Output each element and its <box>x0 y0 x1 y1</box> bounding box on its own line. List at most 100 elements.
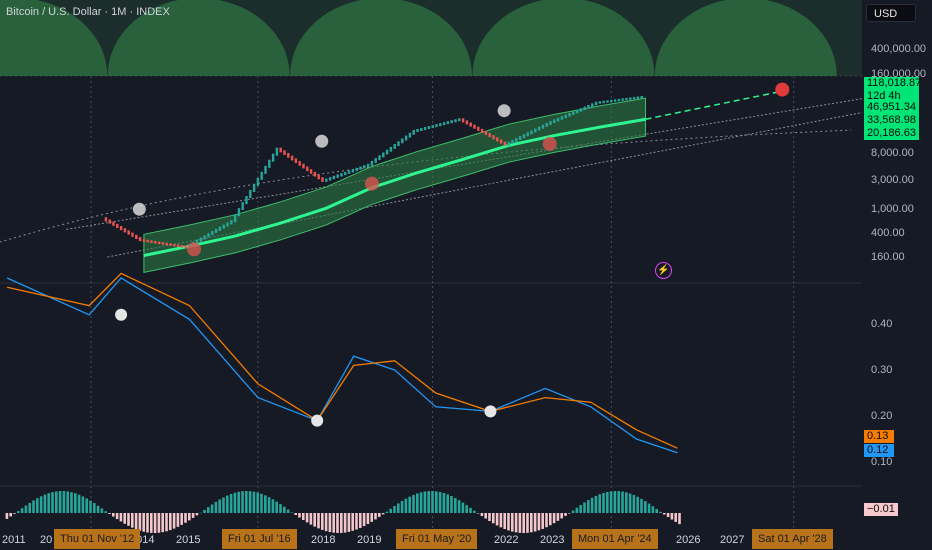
price-candle <box>325 178 328 182</box>
histogram-bar <box>332 513 335 533</box>
price-candle <box>499 139 503 144</box>
histogram-bar <box>313 513 316 527</box>
time-label: 2022 <box>494 534 519 546</box>
histogram-bar <box>461 502 465 513</box>
price-candle <box>427 126 431 130</box>
oscillator-cross-marker <box>115 308 128 321</box>
oscillator-cross-marker <box>311 414 324 427</box>
time-highlight: Fri 01 Jul '16 <box>222 529 297 549</box>
osc-tick: 0.40 <box>871 318 893 330</box>
price-candle <box>613 99 617 102</box>
price-candle <box>492 135 495 140</box>
price-candle <box>477 126 480 131</box>
histogram-bar <box>206 507 210 513</box>
price-candle <box>446 121 450 125</box>
price-candle <box>138 237 142 242</box>
histogram-bar <box>191 513 195 518</box>
price-candle <box>340 173 343 177</box>
histogram-bar <box>237 491 240 513</box>
price-candle <box>154 240 157 244</box>
histogram-bar <box>123 513 126 524</box>
histogram-bar <box>586 500 590 513</box>
price-tick: 400,000.00 <box>871 43 927 55</box>
histogram-bar <box>636 496 639 513</box>
histogram-bar <box>195 513 199 516</box>
histogram-bar <box>510 513 514 532</box>
price-candle <box>287 153 290 158</box>
histogram-bar <box>222 497 225 513</box>
price-candle <box>355 167 358 172</box>
price-candle <box>431 125 434 129</box>
histogram-bar <box>567 513 571 514</box>
price-candle <box>169 243 172 246</box>
price-candle <box>203 235 206 240</box>
histogram-bar <box>301 513 305 521</box>
histogram-bar <box>370 513 373 522</box>
cycle-dome <box>107 0 290 76</box>
histogram-bar <box>32 500 35 513</box>
histogram-bar <box>666 513 670 518</box>
histogram-bar <box>347 513 351 532</box>
histogram-bar <box>434 491 438 513</box>
histogram-bar <box>605 491 609 513</box>
price-candle <box>549 121 552 125</box>
histogram-bar <box>218 499 221 513</box>
histogram-bar <box>613 491 617 513</box>
price-tick: 3,000.00 <box>871 174 914 186</box>
price-candle <box>378 155 381 161</box>
histogram-bar <box>499 513 503 528</box>
cycle-top-marker <box>497 104 511 118</box>
price-candle <box>264 165 267 174</box>
flash-alert-icon[interactable]: ⚡ <box>655 262 672 279</box>
histogram-bar <box>423 491 427 513</box>
currency-button[interactable]: USD <box>866 4 916 22</box>
price-candle <box>439 123 442 127</box>
price-candle <box>218 226 222 231</box>
price-candle <box>621 98 624 101</box>
price-candle <box>469 122 472 127</box>
histogram-bar <box>617 491 620 513</box>
price-candle <box>142 239 146 242</box>
price-candle <box>572 111 575 115</box>
cycle-bottom-marker <box>364 176 379 191</box>
histogram-bar <box>184 513 187 523</box>
time-highlight: Sat 01 Apr '28 <box>752 529 833 549</box>
histogram-bar <box>324 513 328 532</box>
histogram-bar <box>488 513 491 521</box>
time-label: 2026 <box>676 534 701 546</box>
histogram-bar <box>469 507 472 513</box>
price-candle <box>123 228 127 233</box>
cycle-bottom-marker <box>542 136 557 151</box>
price-candle <box>245 196 248 205</box>
price-candle <box>503 141 507 146</box>
histogram-bar <box>317 513 320 529</box>
histogram-bar <box>598 494 601 513</box>
cycle-dome <box>654 0 837 76</box>
histogram-bar <box>541 513 544 529</box>
price-candle <box>252 183 256 192</box>
time-label: 2011 <box>2 534 26 546</box>
histogram-bar <box>472 510 476 513</box>
histogram-bar <box>168 513 172 531</box>
histogram-bar <box>85 498 88 513</box>
price-candle <box>351 169 355 173</box>
histogram-bar <box>180 513 183 525</box>
histogram-bar <box>381 513 385 515</box>
histogram-bar <box>366 513 370 525</box>
price-candle <box>632 96 636 100</box>
osc-tick: 0.20 <box>871 410 893 422</box>
histogram-bar <box>643 501 647 513</box>
histogram-bar <box>533 513 537 532</box>
price-candle <box>199 237 203 242</box>
histogram-bar <box>343 513 347 533</box>
price-candle <box>180 245 184 248</box>
band-mid-box: 33,568.98 <box>864 114 919 127</box>
price-candle <box>233 214 237 223</box>
cycle-domes <box>0 0 837 76</box>
histogram-bar <box>100 508 104 513</box>
price-candle <box>598 101 602 104</box>
price-candle <box>173 243 176 247</box>
histogram-bar <box>632 494 636 513</box>
price-candle <box>131 232 134 237</box>
